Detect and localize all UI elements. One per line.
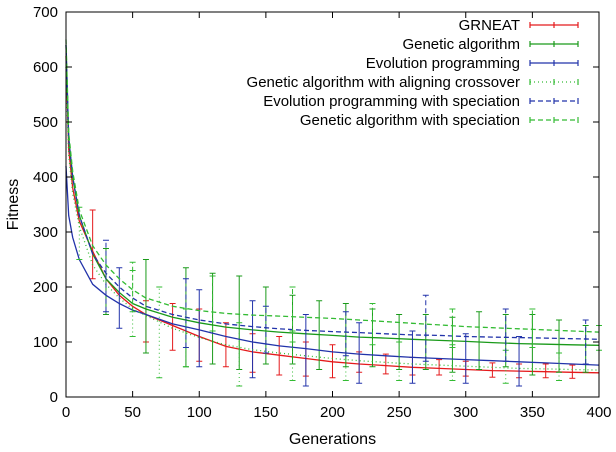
error-bar [462, 333, 469, 384]
x-tick-label: 250 [387, 404, 412, 421]
error-bar [342, 311, 349, 357]
y-tick-label: 100 [33, 334, 58, 351]
error-bar [502, 308, 509, 362]
legend-item: Evolution programming [366, 55, 579, 72]
error-bar [182, 278, 189, 348]
error-bar [142, 259, 149, 354]
error-bar [382, 353, 389, 375]
legend-swatch [529, 60, 579, 66]
y-tick-label: 700 [33, 4, 58, 21]
legend-swatch [529, 41, 579, 47]
legend-item: Genetic algorithm [402, 36, 579, 53]
error-bar [169, 303, 176, 351]
error-bar [262, 305, 269, 354]
error-bar [449, 347, 456, 381]
legend-swatch [529, 98, 579, 104]
legend-label: Genetic algorithm with aligning crossove… [247, 74, 520, 91]
error-bar [116, 267, 123, 329]
error-bar [582, 319, 589, 365]
y-tick-label: 200 [33, 279, 58, 296]
error-bar [369, 303, 376, 346]
x-tick-label: 200 [320, 404, 345, 421]
legend-label: Genetic algorithm with speciation [300, 112, 520, 129]
error-bar [302, 314, 309, 387]
error-bar [209, 275, 216, 332]
legend-item: Genetic algorithm with speciation [300, 112, 579, 129]
series-line [65, 66, 600, 371]
series-5 [65, 44, 600, 365]
x-axis-label: Generations [289, 431, 376, 448]
error-bar [529, 308, 536, 348]
x-tick-label: 50 [124, 404, 141, 421]
y-tick-label: 500 [33, 114, 58, 131]
legend: GRNEAT Genetic algorithm Evolution program… [247, 17, 579, 129]
error-bar [396, 341, 403, 381]
error-bar [542, 363, 549, 379]
y-tick-label: 0 [50, 389, 58, 406]
error-bar [422, 294, 429, 362]
error-bar [436, 359, 443, 376]
x-tick-label: 150 [253, 404, 278, 421]
legend-label: Evolution programming with speciation [263, 93, 520, 110]
legend-item: GRNEAT [459, 17, 579, 34]
legend-item: Genetic algorithm with aligning crossove… [247, 74, 579, 91]
error-bar [222, 322, 229, 368]
error-bar [449, 308, 456, 346]
y-axis-label: Fitness [5, 179, 22, 231]
error-bar [102, 239, 109, 313]
ticks-layer: 0 50 100 150 200 250 300 350 400 0 100 200 300 400 500… [33, 4, 612, 421]
x-tick-label: 100 [187, 404, 212, 421]
error-bar [129, 261, 136, 313]
error-bar [196, 289, 203, 368]
legend-swatch [529, 79, 579, 85]
legend-label: GRNEAT [459, 17, 520, 34]
x-tick-label: 300 [453, 404, 478, 421]
legend-label: Evolution programming [366, 55, 520, 72]
x-tick-label: 0 [62, 404, 70, 421]
y-tick-label: 400 [33, 169, 58, 186]
error-bar [289, 286, 296, 343]
legend-label: Genetic algorithm [402, 36, 520, 53]
series-line [65, 44, 600, 340]
error-bar [556, 352, 563, 381]
legend-item: Evolution programming with speciation [263, 93, 579, 110]
y-tick-label: 600 [33, 59, 58, 76]
error-bar [236, 322, 243, 387]
legend-swatch [529, 117, 579, 123]
series-layer [65, 39, 602, 387]
y-tick-label: 300 [33, 224, 58, 241]
legend-swatch [529, 22, 579, 28]
error-bar [156, 286, 163, 379]
error-bar [356, 322, 363, 384]
error-bar [249, 300, 256, 379]
x-tick-label: 350 [520, 404, 545, 421]
x-tick-label: 400 [586, 404, 611, 421]
